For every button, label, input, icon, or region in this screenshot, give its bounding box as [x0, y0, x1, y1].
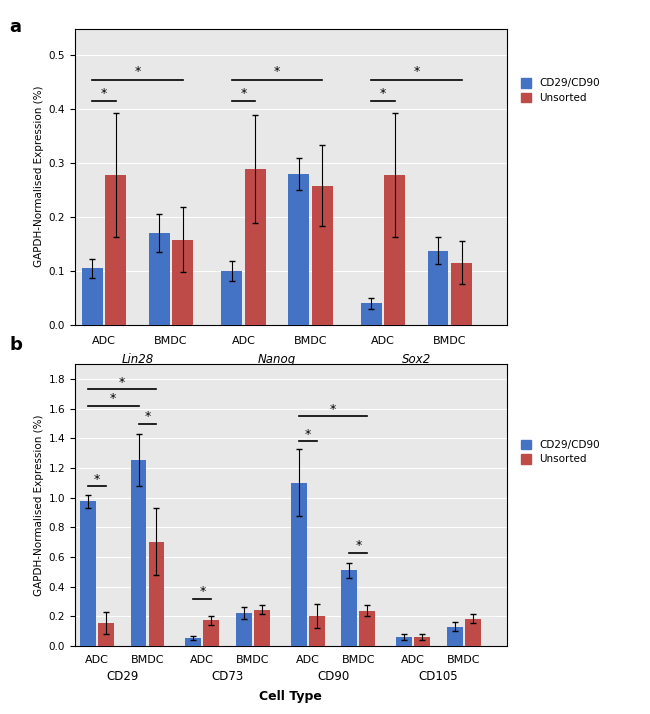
Bar [245, 169, 266, 325]
Bar [185, 638, 202, 646]
Bar [203, 620, 219, 646]
Bar [359, 610, 375, 646]
Text: *: * [94, 473, 100, 486]
Text: b: b [10, 336, 23, 353]
Text: BMDC: BMDC [131, 655, 164, 665]
Text: BMDC: BMDC [342, 655, 375, 665]
Text: *: * [380, 86, 386, 100]
Text: CD73: CD73 [211, 670, 244, 683]
Bar [80, 501, 96, 646]
Text: BMDC: BMDC [447, 655, 480, 665]
Bar [82, 268, 103, 325]
Bar [428, 251, 448, 325]
Text: ADC: ADC [296, 655, 320, 665]
Text: ADC: ADC [85, 655, 109, 665]
Text: Lin28: Lin28 [122, 353, 153, 366]
Bar [361, 303, 382, 325]
Text: *: * [144, 411, 151, 423]
Text: *: * [330, 403, 336, 416]
Text: a: a [10, 18, 21, 36]
Text: *: * [101, 86, 107, 100]
Bar [451, 263, 472, 325]
Text: BMDC: BMDC [154, 336, 188, 346]
Bar [221, 271, 242, 325]
Y-axis label: GAPDH-Normalised Expression (%): GAPDH-Normalised Expression (%) [34, 86, 44, 268]
Text: *: * [119, 376, 125, 389]
Text: CD29: CD29 [106, 670, 138, 683]
Text: ADC: ADC [371, 336, 395, 346]
Bar [291, 483, 307, 646]
Bar [384, 175, 405, 325]
Bar [465, 619, 480, 646]
Text: *: * [355, 539, 361, 553]
Text: *: * [240, 86, 246, 100]
Bar [447, 627, 463, 646]
Bar [172, 240, 193, 325]
Bar [105, 175, 126, 325]
Text: BMDC: BMDC [236, 655, 270, 665]
Text: *: * [199, 585, 205, 598]
Bar [236, 613, 252, 646]
Bar [131, 460, 146, 646]
Text: CD90: CD90 [317, 670, 349, 683]
Text: BMDC: BMDC [433, 336, 467, 346]
Text: ADC: ADC [231, 336, 255, 346]
Text: ADC: ADC [401, 655, 425, 665]
Text: Nanog: Nanog [258, 353, 296, 366]
Text: *: * [135, 65, 140, 78]
Bar [149, 233, 170, 325]
Text: *: * [305, 428, 311, 441]
Text: ADC: ADC [92, 336, 116, 346]
Bar [309, 615, 324, 646]
Bar [414, 638, 430, 646]
Text: *: * [110, 393, 116, 406]
Text: Cell Type: Cell Type [259, 690, 322, 703]
Text: Cell Type: Cell Type [259, 377, 322, 390]
Bar [341, 570, 358, 646]
Text: *: * [274, 65, 280, 78]
Bar [288, 174, 309, 325]
Text: CD105: CD105 [419, 670, 458, 683]
Text: *: * [413, 65, 419, 78]
Bar [98, 623, 114, 646]
Text: ADC: ADC [190, 655, 214, 665]
Bar [254, 610, 270, 646]
Y-axis label: GAPDH-Normalised Expression (%): GAPDH-Normalised Expression (%) [34, 414, 44, 596]
Legend: CD29/CD90, Unsorted: CD29/CD90, Unsorted [521, 79, 600, 103]
Bar [396, 638, 412, 646]
Legend: CD29/CD90, Unsorted: CD29/CD90, Unsorted [521, 440, 600, 465]
Bar [312, 186, 333, 325]
Text: BMDC: BMDC [294, 336, 327, 346]
Bar [149, 541, 164, 646]
Text: Sox2: Sox2 [402, 353, 431, 366]
